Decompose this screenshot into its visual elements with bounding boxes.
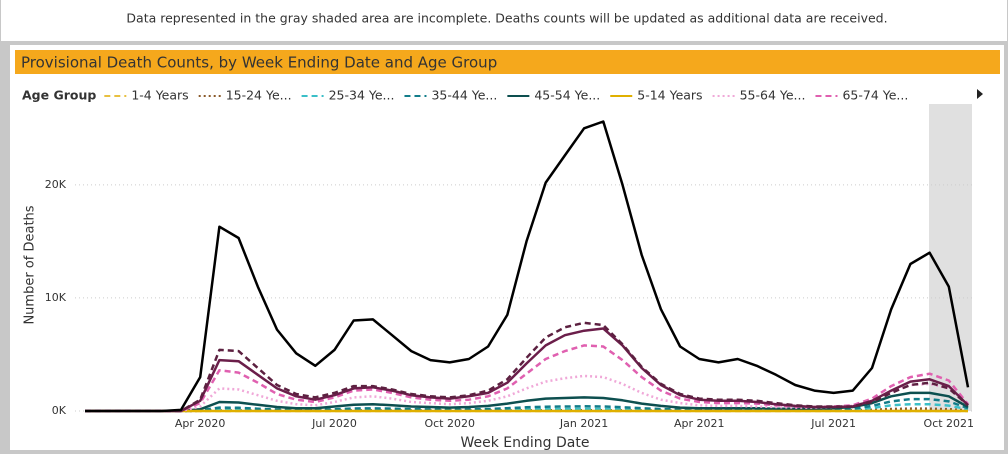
legend-label: 1-4 Years <box>131 88 188 103</box>
y-tick-label: 0K <box>52 404 67 417</box>
series-line <box>85 321 969 413</box>
legend-label: 5-14 Years <box>637 88 702 103</box>
x-tick-label: Apr 2021 <box>674 417 725 430</box>
incomplete-region <box>929 104 972 411</box>
title-bar <box>15 50 1000 74</box>
x-tick-label: Oct 2020 <box>424 417 475 430</box>
x-axis-title: Week Ending Date <box>461 435 590 450</box>
legend-label: 15-24 Ye... <box>226 88 292 103</box>
x-tick-label: Apr 2020 <box>175 417 226 430</box>
chart-title: Provisional Death Counts, by Week Ending… <box>21 54 497 72</box>
y-axis-title: Number of Deaths <box>23 205 38 324</box>
x-tick-label: Jul 2020 <box>311 417 357 430</box>
legend-title: Age Group <box>22 88 96 103</box>
legend-label: 55-64 Ye... <box>740 88 806 103</box>
legend-label: 35-44 Ye... <box>431 88 497 103</box>
note: Data represented in the gray shaded area… <box>126 11 887 26</box>
x-tick-label: Oct 2021 <box>924 417 975 430</box>
y-tick-label: 10K <box>45 291 67 304</box>
x-tick-label: Jul 2021 <box>810 417 856 430</box>
series-line <box>85 397 969 413</box>
series-line <box>85 120 970 413</box>
legend-label: 45-54 Ye... <box>534 88 600 103</box>
legend-scroll[interactable] <box>977 89 983 99</box>
x-tick-label: Jan 2021 <box>559 417 608 430</box>
note-box <box>1 0 1007 41</box>
y-tick-label: 20K <box>45 178 67 191</box>
legend-label: 25-34 Ye... <box>329 88 395 103</box>
legend-label: 65-74 Ye... <box>842 88 908 103</box>
